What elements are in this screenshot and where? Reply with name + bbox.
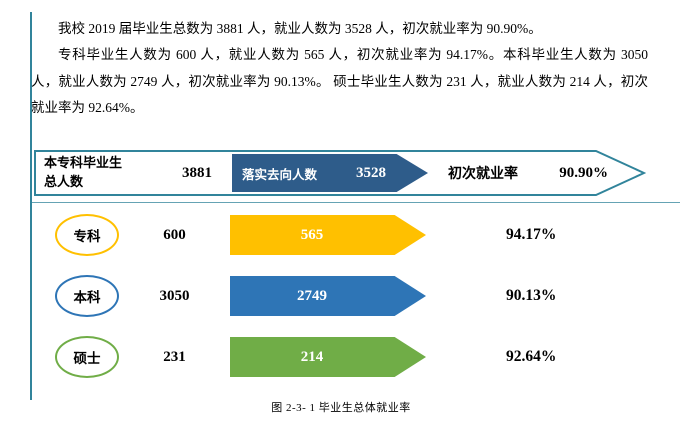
header-divider-line [30, 202, 680, 203]
employment-rows: 专科 600 565 94.17% 本科 3050 2749 90.13% 硕士… [0, 212, 682, 395]
header-employed-arrow: 落实去向人数 3528 [232, 154, 428, 192]
category-circle-master: 硕士 [55, 336, 119, 378]
header-total-value: 3881 [182, 164, 212, 181]
row-bachelor: 本科 3050 2749 90.13% [0, 273, 682, 319]
header-rate-label: 初次就业率 [448, 167, 518, 182]
employed-arrow-master: 214 [230, 337, 426, 377]
row-associate: 专科 600 565 94.17% [0, 212, 682, 258]
header-employed-value: 3528 [356, 164, 386, 181]
figure-caption: 图 2-3- 1 毕业生总体就业率 [271, 402, 411, 414]
rate-bachelor: 90.13% [506, 287, 557, 304]
header-banner-arrow: 本专科毕业生 总人数 3881 落实去向人数 3528 初次就业率 90.90% [34, 150, 646, 196]
rate-associate: 94.17% [506, 226, 557, 243]
category-circle-associate: 专科 [55, 214, 119, 256]
category-circle-bachelor: 本科 [55, 275, 119, 317]
employed-arrow-associate: 565 [230, 215, 426, 255]
header-rate-group: 初次就业率 90.90% [448, 150, 608, 196]
total-count-associate: 600 [163, 226, 186, 243]
employed-arrow-bachelor: 2749 [230, 276, 426, 316]
summary-text-block: 我校 2019 届毕业生总数为 3881 人，就业人数为 3528 人，初次就业… [31, 16, 648, 121]
total-count-master: 231 [163, 348, 186, 365]
rate-master: 92.64% [506, 348, 557, 365]
total-count-bachelor: 3050 [159, 287, 190, 304]
summary-paragraph-overall: 我校 2019 届毕业生总数为 3881 人，就业人数为 3528 人，初次就业… [58, 21, 542, 36]
summary-paragraph-by-level: 专科毕业生人数为 600 人，就业人数为 565 人，初次就业率为 94.17%… [31, 47, 648, 115]
header-total-label: 本专科毕业生 总人数 [44, 150, 122, 196]
left-vertical-rule [30, 12, 32, 400]
header-total-label-line2: 总人数 [44, 174, 84, 189]
header-total-label-line1: 本专科毕业生 [44, 155, 123, 171]
row-master: 硕士 231 214 92.64% [0, 334, 682, 380]
header-employed-label: 落实去向人数 [242, 167, 318, 182]
header-rate-value: 90.90% [559, 164, 608, 181]
